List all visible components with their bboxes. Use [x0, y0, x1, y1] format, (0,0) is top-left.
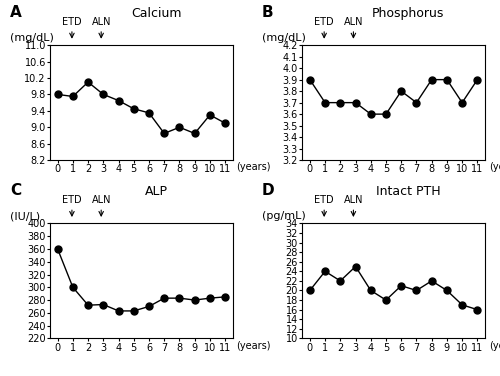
Text: Intact PTH: Intact PTH: [376, 185, 440, 198]
Text: (years): (years): [236, 162, 271, 173]
Text: B: B: [262, 5, 274, 20]
Text: Calcium: Calcium: [131, 7, 182, 20]
Text: ALN: ALN: [344, 17, 363, 27]
Text: ALN: ALN: [92, 17, 111, 27]
Text: ALP: ALP: [144, 185, 168, 198]
Text: C: C: [10, 183, 21, 198]
Text: (IU/L): (IU/L): [10, 211, 40, 221]
Text: Phosphorus: Phosphorus: [372, 7, 444, 20]
Text: (mg/dL): (mg/dL): [262, 33, 306, 43]
Text: (years): (years): [488, 162, 500, 173]
Text: ETD: ETD: [314, 17, 334, 27]
Text: ETD: ETD: [314, 195, 334, 205]
Text: ETD: ETD: [62, 195, 82, 205]
Text: (mg/dL): (mg/dL): [10, 33, 54, 43]
Text: (years): (years): [488, 341, 500, 351]
Text: D: D: [262, 183, 274, 198]
Text: (years): (years): [236, 341, 271, 351]
Text: ETD: ETD: [62, 17, 82, 27]
Text: ALN: ALN: [344, 195, 363, 205]
Text: A: A: [10, 5, 22, 20]
Text: ALN: ALN: [92, 195, 111, 205]
Text: (pg/mL): (pg/mL): [262, 211, 306, 221]
